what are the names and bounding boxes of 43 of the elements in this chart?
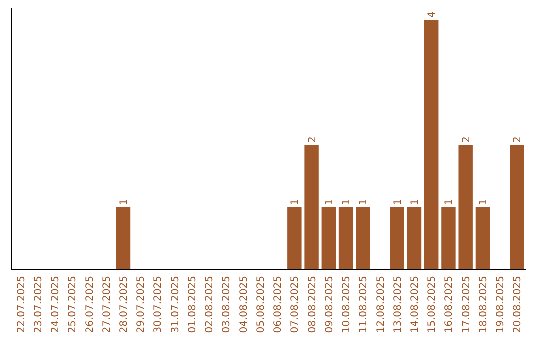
data-label: 2 — [512, 136, 524, 143]
x-tick-label: 07.08.2025 — [290, 276, 302, 334]
x-tick-label: 12.08.2025 — [376, 276, 387, 334]
data-label: 1 — [478, 199, 490, 206]
data-label: 4 — [427, 12, 438, 18]
data-label: 1 — [392, 199, 404, 206]
x-tick-label: 22.07.2025 — [16, 276, 28, 334]
x-tick-label: 03.08.2025 — [222, 276, 233, 334]
x-tick-label: 29.07.2025 — [136, 276, 148, 334]
data-label: 2 — [307, 136, 318, 143]
x-tick-label: 02.08.2025 — [204, 276, 216, 334]
x-tick-label: 14.08.2025 — [410, 276, 421, 334]
x-tick-label: 19.08.2025 — [496, 276, 507, 334]
x-tick-label: 05.08.2025 — [256, 276, 267, 334]
x-tick-label: 23.07.2025 — [33, 276, 44, 334]
x-tick-label: 31.07.2025 — [170, 276, 182, 334]
x-tick-label: 16.08.2025 — [444, 276, 456, 334]
x-tick-label: 15.08.2025 — [427, 276, 438, 334]
x-tick-label: 10.08.2025 — [342, 276, 353, 334]
data-label: 2 — [461, 136, 472, 143]
x-tick-label: 28.07.2025 — [119, 276, 130, 334]
x-tick-label: 06.08.2025 — [273, 276, 284, 334]
x-tick-label: 30.07.2025 — [153, 276, 164, 334]
data-label: 1 — [324, 199, 336, 206]
x-tick-label: 13.08.2025 — [392, 276, 404, 334]
data-label: 1 — [290, 199, 302, 206]
data-label: 1 — [444, 199, 456, 206]
x-tick-label: 04.08.2025 — [238, 276, 250, 334]
x-tick-label: 24.07.2025 — [50, 276, 62, 334]
x-tick-label: 18.08.2025 — [478, 276, 490, 334]
x-tick-label: 11.08.2025 — [358, 276, 370, 334]
data-label: 1 — [410, 199, 421, 206]
x-tick-label: 09.08.2025 — [324, 276, 336, 334]
data-label: 1 — [342, 199, 353, 206]
x-tick-label: 27.07.2025 — [102, 276, 113, 334]
x-tick-label: 01.08.2025 — [187, 276, 198, 334]
x-tick-label: 26.07.2025 — [84, 276, 96, 334]
x-tick-label: 08.08.2025 — [307, 276, 318, 334]
x-tick-label: 25.07.2025 — [68, 276, 79, 334]
data-label: 1 — [119, 199, 130, 206]
data-label: 1 — [358, 199, 370, 206]
x-tick-label: 17.08.2025 — [461, 276, 472, 334]
x-tick-label: 20.08.2025 — [512, 276, 524, 334]
